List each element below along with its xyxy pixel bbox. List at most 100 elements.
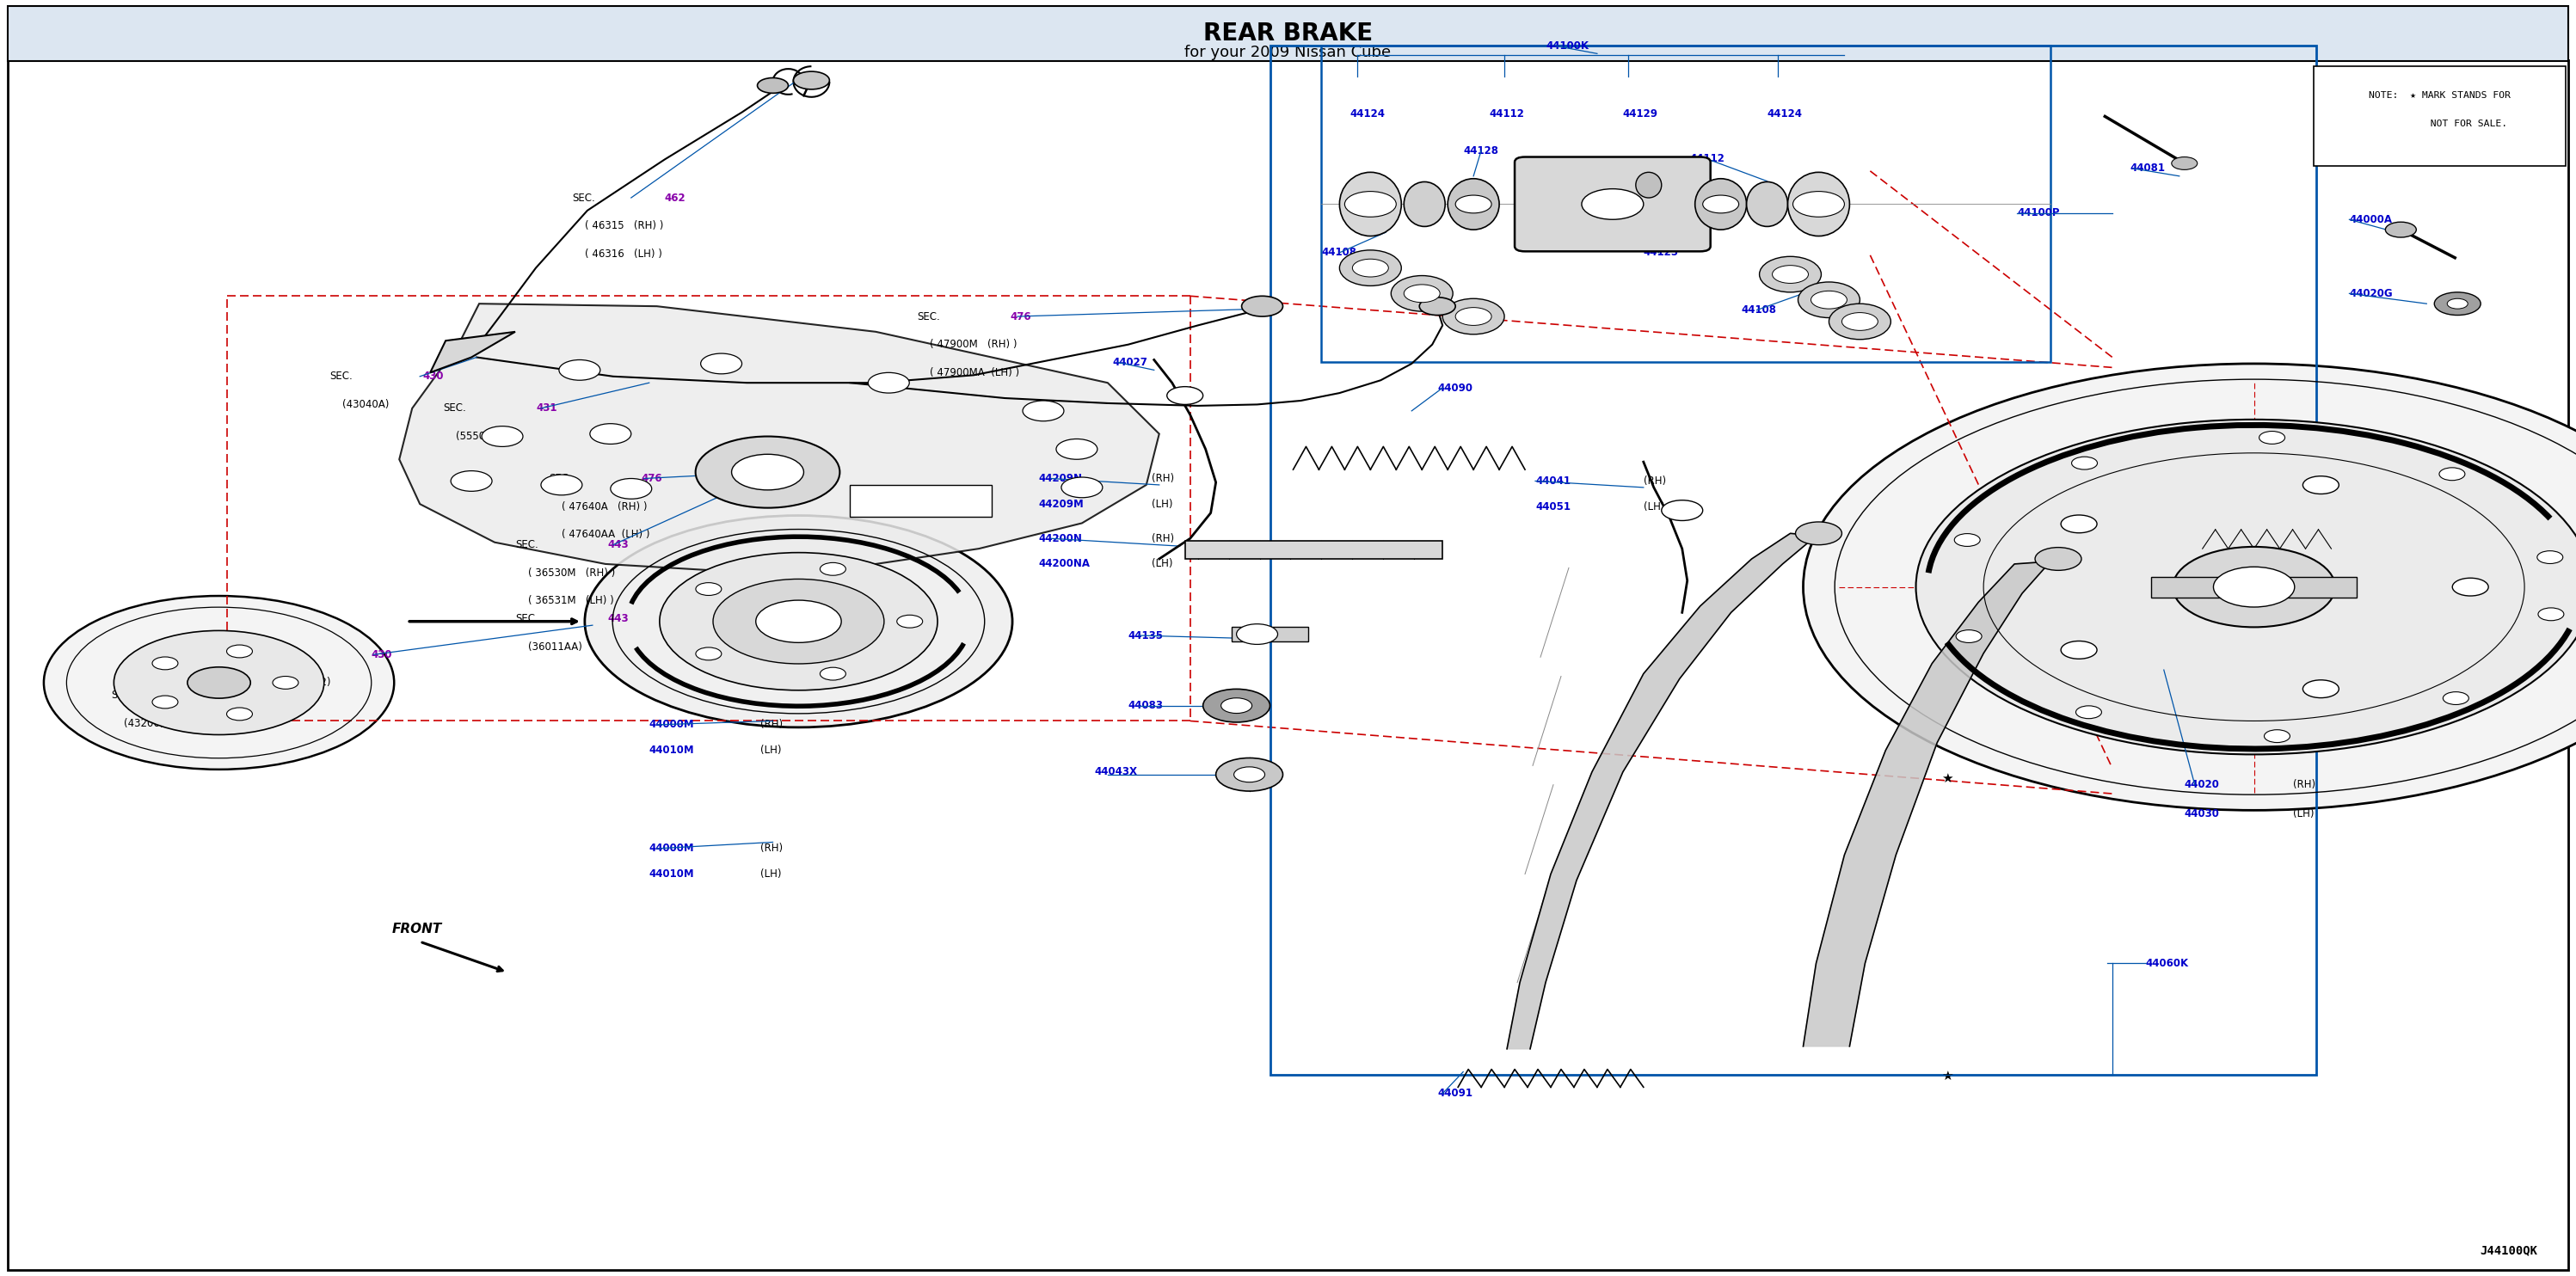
Circle shape — [451, 471, 492, 491]
Text: 44100K: 44100K — [1546, 41, 1589, 51]
Text: 44030: 44030 — [2184, 809, 2221, 819]
Text: ( 46315   (RH) ): ( 46315 (RH) ) — [585, 221, 665, 231]
Text: 44108: 44108 — [1321, 248, 1358, 258]
Circle shape — [1167, 387, 1203, 404]
Circle shape — [1216, 758, 1283, 791]
Text: (LH): (LH) — [760, 745, 781, 755]
Circle shape — [1056, 439, 1097, 459]
Circle shape — [1582, 189, 1643, 219]
Text: (RH): (RH) — [760, 843, 783, 854]
Text: SEC.: SEC. — [111, 690, 134, 701]
Text: 44200NA: 44200NA — [1038, 559, 1090, 569]
Circle shape — [732, 454, 804, 490]
Circle shape — [757, 78, 788, 93]
Text: 44112: 44112 — [1489, 108, 1525, 119]
Circle shape — [188, 667, 250, 698]
Text: (43202): (43202) — [291, 678, 332, 688]
Bar — [850, 485, 992, 517]
Circle shape — [1842, 313, 1878, 330]
Text: (LH): (LH) — [1643, 501, 1664, 512]
FancyBboxPatch shape — [2313, 66, 2566, 166]
Circle shape — [819, 563, 845, 575]
Ellipse shape — [1340, 172, 1401, 236]
Text: (LH): (LH) — [760, 869, 781, 879]
Circle shape — [2172, 547, 2336, 628]
Circle shape — [1917, 420, 2576, 754]
Circle shape — [2385, 222, 2416, 237]
Ellipse shape — [1695, 179, 1747, 230]
Ellipse shape — [1759, 256, 1821, 292]
Text: SEC.: SEC. — [278, 649, 301, 660]
Text: SEC.: SEC. — [515, 614, 538, 624]
Circle shape — [1221, 698, 1252, 713]
Text: (LH): (LH) — [1151, 559, 1172, 569]
Text: 44200N: 44200N — [1038, 533, 1082, 544]
Text: ( 47900M   (RH) ): ( 47900M (RH) ) — [930, 339, 1018, 350]
Polygon shape — [1803, 561, 2050, 1046]
Circle shape — [1203, 689, 1270, 722]
Text: (36011AA): (36011AA) — [528, 642, 582, 652]
Circle shape — [2537, 551, 2563, 564]
Circle shape — [1662, 500, 1703, 521]
Text: (RH): (RH) — [2293, 780, 2316, 790]
Text: SEC.: SEC. — [443, 403, 466, 413]
Text: SEC.: SEC. — [917, 311, 940, 322]
Text: 44010M: 44010M — [649, 745, 696, 755]
Text: 44209M: 44209M — [1038, 499, 1084, 509]
Ellipse shape — [1443, 299, 1504, 334]
Circle shape — [2303, 680, 2339, 698]
Circle shape — [1955, 630, 1981, 643]
Text: 44124: 44124 — [1350, 108, 1386, 119]
Circle shape — [1061, 477, 1103, 498]
Text: FRONT: FRONT — [392, 923, 440, 935]
Circle shape — [1352, 259, 1388, 277]
Text: for your 2009 Nissan Cube: for your 2009 Nissan Cube — [1185, 45, 1391, 60]
FancyBboxPatch shape — [1515, 157, 1710, 251]
Text: 44027: 44027 — [1113, 357, 1149, 367]
Text: 44051: 44051 — [1535, 501, 1571, 512]
Bar — [1231, 627, 1309, 642]
Circle shape — [1419, 297, 1455, 315]
Text: NOT FOR SALE.: NOT FOR SALE. — [2372, 120, 2506, 128]
Text: (RH): (RH) — [1151, 533, 1175, 544]
Text: ★: ★ — [1942, 1069, 1953, 1082]
Circle shape — [227, 644, 252, 657]
Text: (RH): (RH) — [1151, 473, 1175, 484]
Text: 430: 430 — [204, 690, 224, 701]
Ellipse shape — [1340, 250, 1401, 286]
Text: 44124: 44124 — [1767, 108, 1803, 119]
Circle shape — [2076, 706, 2102, 718]
Circle shape — [113, 630, 325, 735]
Circle shape — [152, 695, 178, 708]
Circle shape — [273, 676, 299, 689]
Text: 443: 443 — [608, 540, 629, 550]
Text: 44000M: 44000M — [649, 843, 696, 854]
Text: 443: 443 — [608, 614, 629, 624]
Text: (43206): (43206) — [124, 718, 165, 729]
Circle shape — [1242, 296, 1283, 316]
Text: 44041: 44041 — [1535, 476, 1571, 486]
Circle shape — [1455, 195, 1492, 213]
Circle shape — [1803, 364, 2576, 810]
Text: SEC.: SEC. — [515, 540, 538, 550]
Circle shape — [696, 436, 840, 508]
Circle shape — [2035, 547, 2081, 570]
Text: 44108: 44108 — [1741, 305, 1777, 315]
Circle shape — [1023, 401, 1064, 421]
Circle shape — [701, 353, 742, 374]
Text: ( 47640A   (RH) ): ( 47640A (RH) ) — [562, 501, 647, 512]
Circle shape — [2213, 567, 2295, 607]
Polygon shape — [399, 304, 1159, 572]
Text: 44112: 44112 — [1690, 153, 1726, 163]
Circle shape — [2061, 516, 2097, 533]
Text: 462: 462 — [665, 193, 685, 203]
Text: ( 36530M   (RH) ): ( 36530M (RH) ) — [528, 568, 616, 578]
Text: REAR BRAKE: REAR BRAKE — [1203, 22, 1373, 46]
Circle shape — [1793, 191, 1844, 217]
Text: 44081: 44081 — [2130, 163, 2166, 174]
Ellipse shape — [1747, 182, 1788, 227]
Text: (43040A): (43040A) — [343, 399, 389, 410]
Circle shape — [696, 647, 721, 660]
Ellipse shape — [1798, 282, 1860, 318]
Circle shape — [1236, 624, 1278, 644]
